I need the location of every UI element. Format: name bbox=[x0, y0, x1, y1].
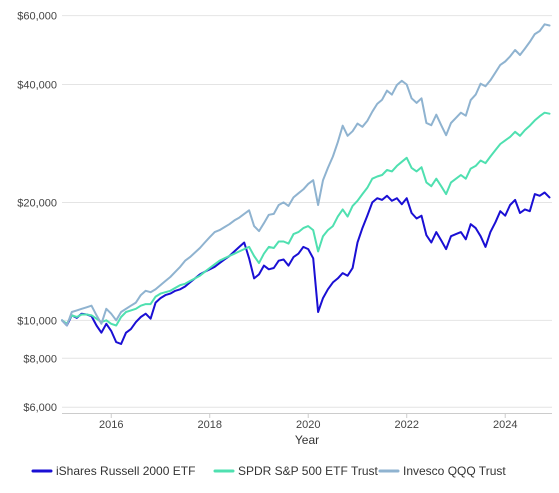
legend-item-0[interactable]: iShares Russell 2000 ETF bbox=[31, 464, 195, 478]
series-line-2 bbox=[61, 23, 551, 327]
x-tick-label: 2016 bbox=[99, 419, 123, 431]
legend-label: Invesco QQQ Trust bbox=[403, 464, 506, 478]
grid bbox=[62, 15, 552, 408]
x-tick-label: 2024 bbox=[493, 419, 517, 431]
y-tick-label: $10,000 bbox=[17, 315, 57, 327]
legend-label: SPDR S&P 500 ETF Trust bbox=[238, 464, 378, 478]
axes: $6,000 $8,000 $10,000 $20,000 $40,000 $60,000… bbox=[17, 11, 552, 431]
legend-item-2[interactable]: Invesco QQQ Trust bbox=[378, 464, 506, 478]
y-tick-label: $40,000 bbox=[17, 80, 57, 92]
series-line-1 bbox=[61, 111, 551, 327]
legend-item-1[interactable]: SPDR S&P 500 ETF Trust bbox=[213, 464, 378, 478]
y-tick-label: $60,000 bbox=[17, 11, 57, 23]
x-tick-label: 2022 bbox=[394, 419, 418, 431]
series-line-0 bbox=[61, 191, 551, 345]
x-tick-label: 2020 bbox=[296, 419, 320, 431]
x-tick-label: 2018 bbox=[197, 419, 221, 431]
legend[interactable]: iShares Russell 2000 ETF SPDR S&P 500 ETF… bbox=[31, 464, 506, 478]
legend-label: iShares Russell 2000 ETF bbox=[56, 464, 195, 478]
y-tick-label: $20,000 bbox=[17, 197, 57, 209]
series-lines bbox=[61, 23, 551, 345]
x-axis-title: Year bbox=[295, 433, 319, 447]
y-tick-label: $6,000 bbox=[23, 402, 57, 414]
y-tick-label: $8,000 bbox=[23, 353, 57, 365]
